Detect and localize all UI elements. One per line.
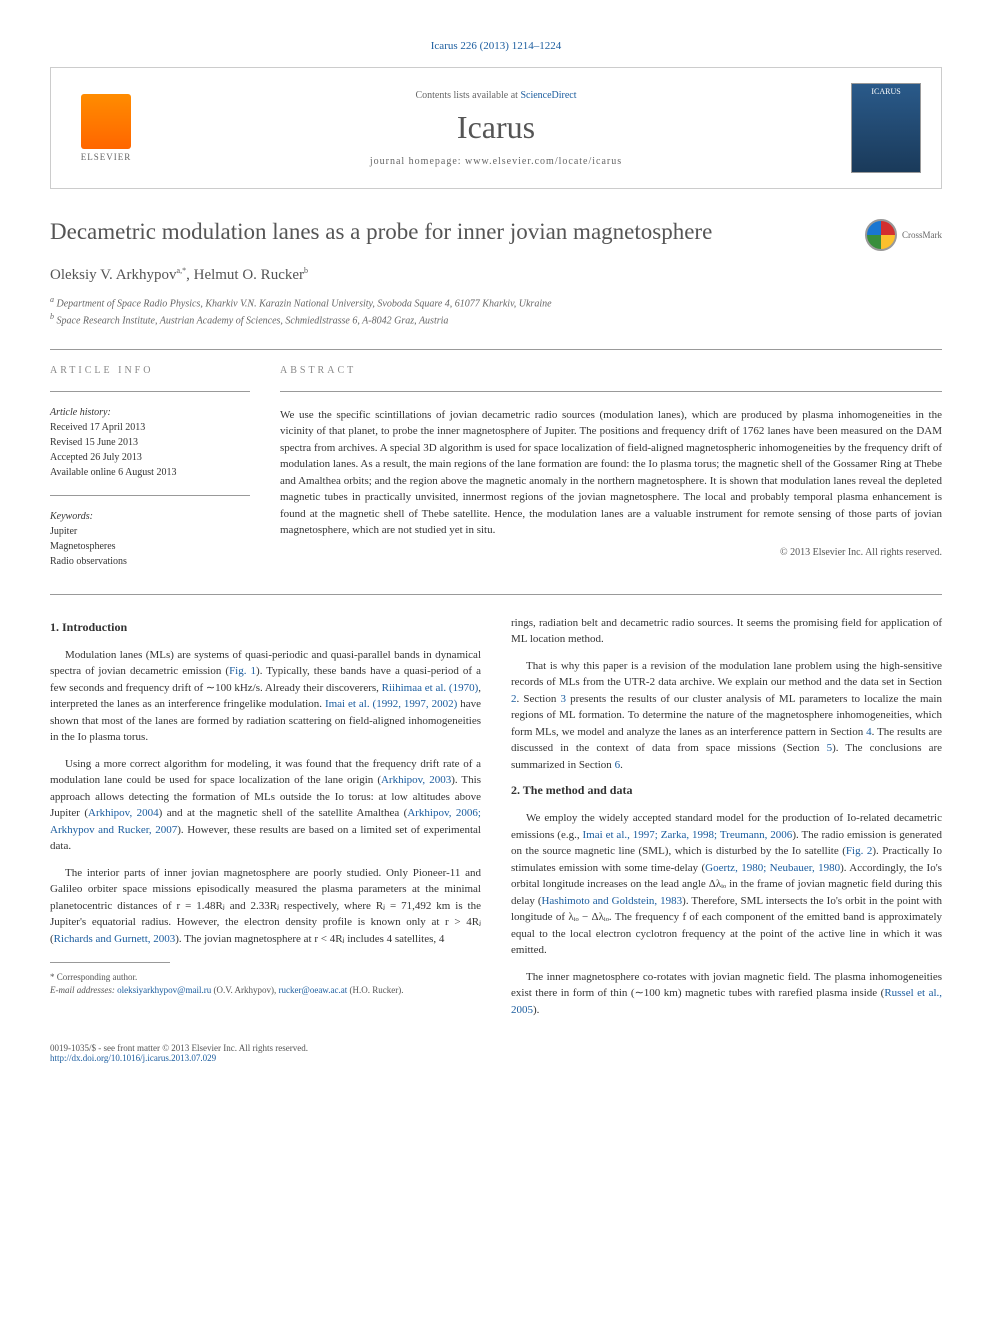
cover-title: ICARUS: [852, 84, 920, 96]
body-col-right: rings, radiation belt and decametric rad…: [511, 615, 942, 1029]
ref-richards[interactable]: Richards and Gurnett, 2003: [54, 933, 176, 945]
abstract-text: We use the specific scintillations of jo…: [280, 407, 942, 539]
affiliations: a Department of Space Radio Physics, Kha…: [50, 294, 942, 329]
revised-date: Revised 15 June 2013: [50, 435, 250, 450]
issn-line: 0019-1035/$ - see front matter © 2013 El…: [50, 1043, 308, 1053]
ref-imai[interactable]: Imai et al. (1992, 1997, 2002): [325, 698, 457, 710]
abstract-col: ABSTRACT We use the specific scintillati…: [280, 365, 942, 569]
accepted-date: Accepted 26 July 2013: [50, 450, 250, 465]
article-title: Decametric modulation lanes as a probe f…: [50, 219, 865, 245]
keyword-3: Radio observations: [50, 554, 250, 569]
keyword-1: Jupiter: [50, 524, 250, 539]
contents-line: Contents lists available at ScienceDirec…: [141, 90, 851, 101]
para-4: rings, radiation belt and decametric rad…: [511, 615, 942, 648]
para-5: That is why this paper is a revision of …: [511, 658, 942, 774]
elsevier-tree-icon: [81, 94, 131, 149]
abstract-heading: ABSTRACT: [280, 365, 942, 376]
author-2-sup: b: [304, 266, 308, 275]
ref-arkhipov-2004[interactable]: Arkhipov, 2004: [88, 807, 159, 819]
keyword-2: Magnetospheres: [50, 539, 250, 554]
corresponding-author: * Corresponding author.: [50, 971, 481, 984]
section-1-heading: 1. Introduction: [50, 620, 481, 635]
affil-b: Space Research Institute, Austrian Acade…: [57, 316, 449, 327]
crossmark-badge[interactable]: CrossMark: [865, 219, 942, 251]
history-heading: Article history:: [50, 407, 250, 418]
fig-2-ref[interactable]: Fig. 2: [846, 845, 872, 857]
online-date: Available online 6 August 2013: [50, 465, 250, 480]
author-2[interactable]: , Helmut O. Rucker: [186, 267, 304, 283]
ref-hashimoto[interactable]: Hashimoto and Goldstein, 1983: [541, 895, 682, 907]
divider: [50, 349, 942, 350]
para-1: Modulation lanes (MLs) are systems of qu…: [50, 647, 481, 746]
para-6: We employ the widely accepted standard m…: [511, 810, 942, 959]
keywords-heading: Keywords:: [50, 511, 250, 522]
authors-line: Oleksiy V. Arkhypova,*, Helmut O. Rucker…: [50, 266, 942, 284]
homepage-url[interactable]: www.elsevier.com/locate/icarus: [465, 156, 622, 167]
para-7: The inner magnetosphere co-rotates with …: [511, 969, 942, 1019]
info-heading: ARTICLE INFO: [50, 365, 250, 376]
ref-imai-1997[interactable]: Imai et al., 1997; Zarka, 1998; Treumann…: [583, 829, 793, 841]
journal-name: Icarus: [141, 109, 851, 146]
received-date: Received 17 April 2013: [50, 420, 250, 435]
journal-cover[interactable]: ICARUS: [851, 83, 921, 173]
elsevier-label: ELSEVIER: [81, 152, 132, 162]
body-col-left: 1. Introduction Modulation lanes (MLs) a…: [50, 615, 481, 1029]
homepage-prefix: journal homepage:: [370, 156, 465, 167]
section-2-heading: 2. The method and data: [511, 783, 942, 798]
article-info-col: ARTICLE INFO Article history: Received 1…: [50, 365, 250, 569]
journal-header-box: ELSEVIER Contents lists available at Sci…: [50, 67, 942, 189]
ref-goertz[interactable]: Goertz, 1980; Neubauer, 1980: [705, 862, 840, 874]
email-2[interactable]: rucker@oeaw.ac.at: [279, 985, 348, 995]
fig-1-ref[interactable]: Fig. 1: [229, 665, 256, 677]
divider: [50, 594, 942, 595]
affil-a: Department of Space Radio Physics, Khark…: [57, 298, 552, 309]
email-footnote: E-mail addresses: oleksiyarkhypov@mail.r…: [50, 984, 481, 997]
doi-link[interactable]: http://dx.doi.org/10.1016/j.icarus.2013.…: [50, 1053, 308, 1063]
para-2: Using a more correct algorithm for model…: [50, 756, 481, 855]
abstract-copyright: © 2013 Elsevier Inc. All rights reserved…: [280, 547, 942, 558]
footnote-separator: [50, 962, 170, 963]
sciencedirect-link[interactable]: ScienceDirect: [520, 90, 576, 101]
para-3: The interior parts of inner jovian magne…: [50, 865, 481, 948]
author-1-sup: a,*: [177, 266, 187, 275]
crossmark-label: CrossMark: [902, 230, 942, 240]
crossmark-icon: [865, 219, 897, 251]
contents-prefix: Contents lists available at: [415, 90, 520, 101]
ref-riihimaa[interactable]: Riihimaa et al. (1970): [382, 682, 479, 694]
ref-arkhipov-2003[interactable]: Arkhipov, 2003: [381, 774, 451, 786]
author-1[interactable]: Oleksiy V. Arkhypov: [50, 267, 177, 283]
elsevier-logo[interactable]: ELSEVIER: [71, 88, 141, 168]
citation-link[interactable]: Icarus 226 (2013) 1214–1224: [50, 40, 942, 52]
email-1[interactable]: oleksiyarkhypov@mail.ru: [117, 985, 211, 995]
bottom-bar: 0019-1035/$ - see front matter © 2013 El…: [50, 1043, 942, 1063]
homepage-line: journal homepage: www.elsevier.com/locat…: [141, 156, 851, 167]
